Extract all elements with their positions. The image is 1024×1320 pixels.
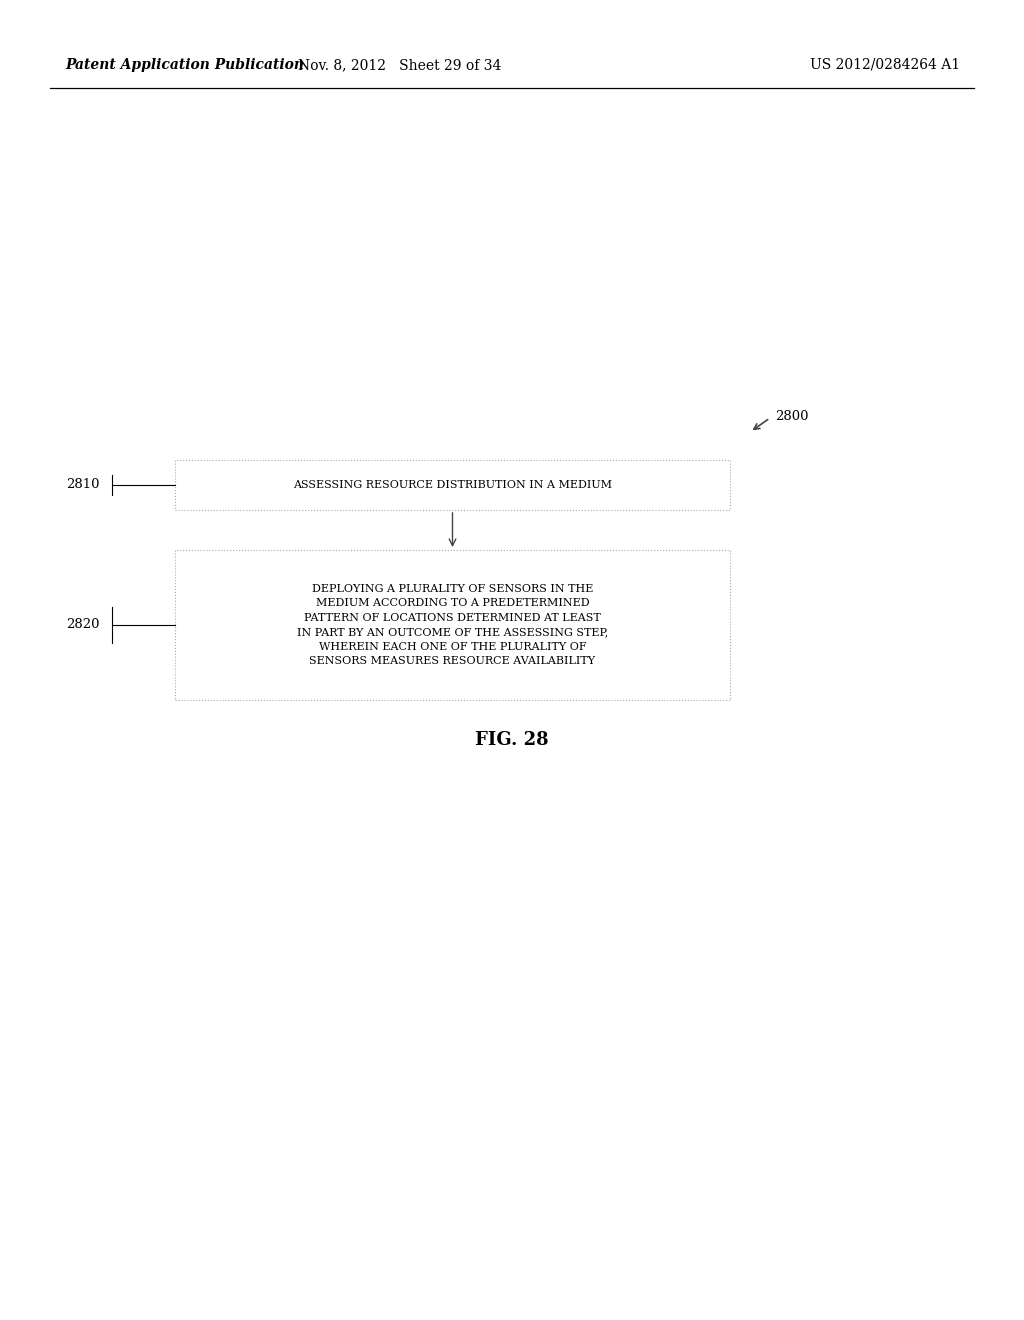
Text: FIG. 28: FIG. 28: [475, 731, 549, 748]
Text: ASSESSING RESOURCE DISTRIBUTION IN A MEDIUM: ASSESSING RESOURCE DISTRIBUTION IN A MED…: [293, 480, 612, 490]
Text: US 2012/0284264 A1: US 2012/0284264 A1: [810, 58, 961, 73]
Bar: [175, 550, 730, 700]
Bar: [175, 459, 730, 510]
Text: Patent Application Publication: Patent Application Publication: [65, 58, 304, 73]
Text: 2800: 2800: [775, 409, 809, 422]
Text: Nov. 8, 2012   Sheet 29 of 34: Nov. 8, 2012 Sheet 29 of 34: [298, 58, 502, 73]
Text: 2820: 2820: [67, 619, 100, 631]
Text: DEPLOYING A PLURALITY OF SENSORS IN THE
MEDIUM ACCORDING TO A PREDETERMINED
PATT: DEPLOYING A PLURALITY OF SENSORS IN THE …: [297, 583, 608, 667]
Text: 2810: 2810: [67, 479, 100, 491]
